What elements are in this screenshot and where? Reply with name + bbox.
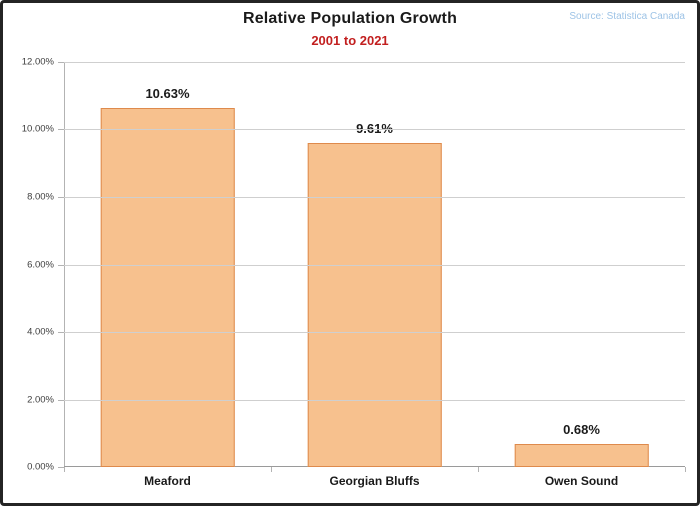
x-axis-tick: [64, 467, 65, 472]
x-axis-tick: [685, 467, 686, 472]
y-axis-tick: [58, 399, 64, 401]
y-axis-tick-label: 8.00%: [27, 191, 54, 203]
gridline: [64, 264, 685, 266]
bar-value-label: 10.63%: [145, 86, 190, 102]
y-axis-tick: [58, 467, 64, 468]
y-axis-tick: [58, 331, 64, 333]
y-axis-tick-label: 4.00%: [27, 326, 54, 338]
category-label: Georgian Bluffs: [329, 474, 420, 488]
bar-value-label: 0.68%: [563, 422, 600, 438]
y-axis-tick-label: 12.00%: [21, 56, 54, 68]
y-axis-tick: [58, 196, 64, 198]
y-axis-tick: [58, 62, 64, 63]
x-axis-tick: [478, 467, 479, 472]
y-axis-tick: [58, 264, 64, 266]
chart-title: Relative Population Growth: [242, 10, 458, 27]
category-label: Owen Sound: [544, 474, 619, 488]
y-axis-tick-label: 2.00%: [27, 394, 54, 405]
source-label: Source: Statistica Canada: [569, 11, 685, 22]
x-axis-tick: [271, 467, 272, 472]
category-label: Meaford: [144, 474, 191, 488]
gridline: [64, 62, 685, 63]
y-axis-tick-label: 10.00%: [21, 123, 54, 135]
plot-area: 10.63% Meaford 9.61% Georgian Bluffs 0.68% Ow…: [22, 57, 686, 488]
bar-georgian-bluffs: [307, 142, 442, 467]
bar-value-label: 9.61%: [356, 120, 393, 136]
bar-owen-sound: [514, 444, 649, 467]
y-axis-tick-label: 0.00%: [27, 461, 54, 473]
gridline: [64, 196, 685, 198]
y-axis-tick: [58, 129, 64, 131]
gridline: [64, 399, 685, 401]
bar-meaford: [100, 108, 235, 467]
bar-cell: 10.63% Meaford: [64, 62, 271, 488]
y-axis-tick-label: 6.00%: [27, 259, 54, 270]
gridline: [64, 129, 685, 131]
gridline: [64, 331, 685, 333]
bar-cells: 10.63% Meaford 9.61% Georgian Bluffs 0.68% Ow…: [64, 62, 685, 488]
bar-cell: 9.61% Georgian Bluffs: [271, 62, 478, 488]
chart-subtitle: 2001 to 2021: [311, 33, 389, 48]
bar-cell: 0.68% Owen Sound: [478, 62, 685, 488]
